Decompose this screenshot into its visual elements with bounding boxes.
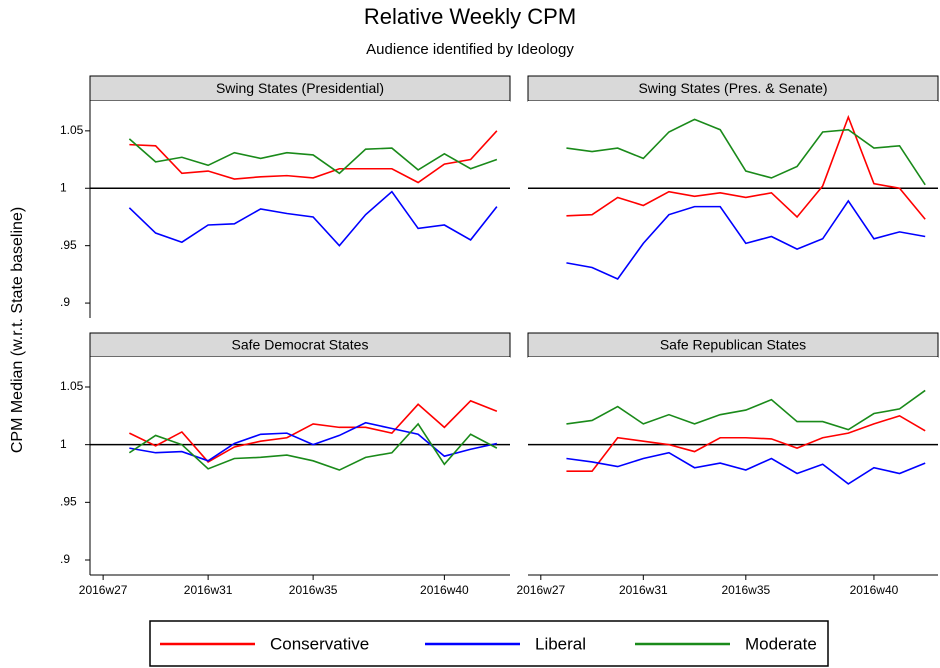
legend-label: Conservative	[270, 634, 369, 653]
series-line	[566, 114, 926, 220]
y-axis-label: CPM Median (w.r.t. State baseline)	[9, 207, 26, 453]
series-line	[129, 399, 498, 463]
y-tick-label: 1.05	[60, 123, 84, 137]
panel-title: Safe Republican States	[660, 337, 806, 353]
y-tick-label: .95	[60, 238, 77, 252]
y-tick-label: 1	[60, 180, 67, 194]
plot-area	[90, 357, 510, 575]
series-line	[129, 130, 498, 184]
x-tick-label: 2016w31	[184, 583, 233, 597]
series-line	[566, 118, 926, 186]
x-tick-label: 2016w40	[850, 583, 899, 597]
series-line	[128, 138, 498, 175]
panel-title: Safe Democrat States	[232, 337, 369, 353]
chart-title: Relative Weekly CPM	[364, 4, 576, 29]
x-tick-label: 2016w27	[516, 583, 565, 597]
x-tick-label: 2016w40	[420, 583, 469, 597]
y-tick-label: 1	[60, 437, 67, 451]
series-line	[566, 199, 926, 280]
panel-strip	[527, 332, 939, 358]
series-line	[566, 389, 926, 431]
y-tick-label: .9	[60, 552, 70, 566]
x-tick-label: 2016w35	[721, 583, 770, 597]
plot-area	[90, 101, 510, 318]
y-tick-label: 1.05	[60, 379, 84, 393]
legend-label: Liberal	[535, 634, 586, 653]
panel-strip	[89, 75, 511, 102]
series-line	[128, 190, 498, 247]
panel-title: Swing States (Presidential)	[216, 80, 384, 96]
plot-area	[528, 101, 938, 318]
y-tick-label: .95	[60, 495, 77, 509]
legend-label: Moderate	[745, 634, 817, 653]
chart-subtitle: Audience identified by Ideology	[366, 41, 574, 58]
series-line	[129, 421, 498, 462]
panel-strip	[89, 332, 511, 358]
x-tick-label: 2016w27	[79, 583, 128, 597]
panel-title: Swing States (Pres. & Senate)	[638, 80, 827, 96]
x-tick-label: 2016w31	[619, 583, 668, 597]
series-line	[566, 451, 926, 485]
series-line	[566, 414, 926, 472]
x-tick-label: 2016w35	[289, 583, 338, 597]
series-line	[128, 422, 498, 471]
y-tick-label: .9	[60, 295, 70, 309]
